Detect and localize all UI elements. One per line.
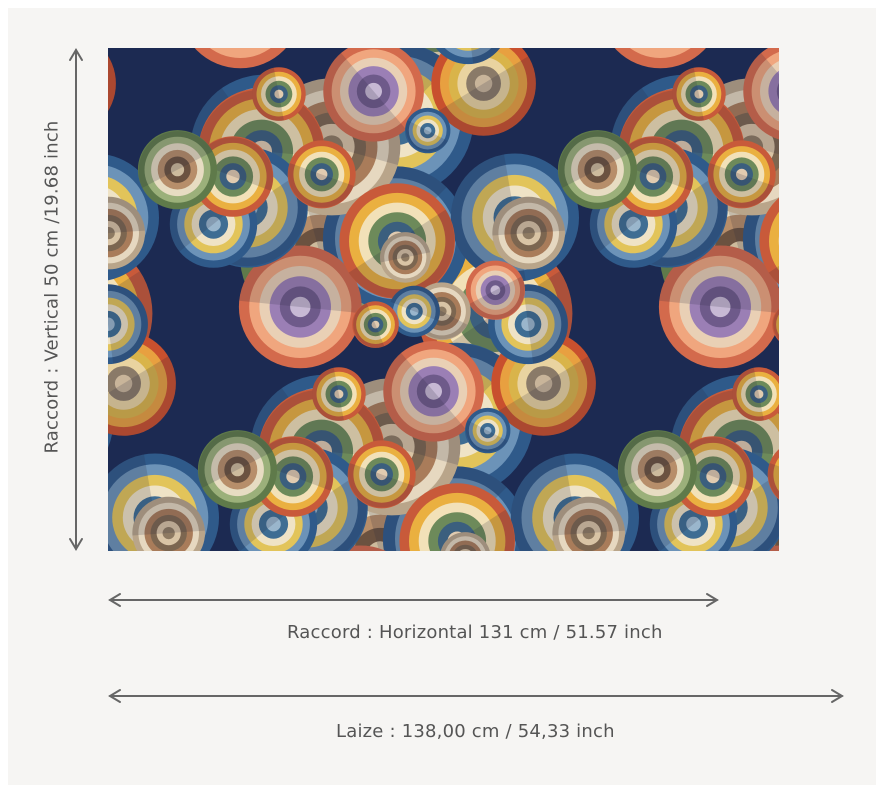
pattern-disc	[614, 48, 706, 69]
pattern-disc	[137, 130, 218, 210]
pattern-disc	[388, 285, 440, 337]
pattern-disc	[352, 301, 399, 348]
pattern-disc	[383, 341, 484, 442]
pattern-disc	[108, 196, 145, 270]
pattern-disc	[772, 308, 779, 342]
pattern-disc	[743, 48, 779, 140]
pattern-disc	[132, 496, 205, 551]
pattern-disc	[435, 48, 501, 65]
pattern-disc	[707, 140, 776, 209]
pattern-disc	[252, 67, 306, 121]
pattern-disc	[492, 196, 565, 270]
pattern-disc	[194, 48, 286, 69]
pattern-disc	[312, 367, 366, 421]
pattern-disc	[440, 532, 490, 551]
pattern-disc	[672, 436, 754, 517]
pattern-disc	[108, 55, 116, 112]
pattern-image	[108, 48, 779, 551]
pattern-disc	[672, 67, 726, 121]
pattern-disc	[658, 245, 779, 369]
pattern-disc	[287, 140, 356, 209]
pattern-disc	[557, 130, 638, 210]
pattern-disc	[405, 107, 451, 154]
pattern-disc	[379, 232, 431, 283]
pattern-disc	[347, 440, 416, 509]
horizontal-repeat-arrow	[108, 593, 719, 607]
width-arrow	[108, 689, 844, 703]
pattern-disc	[252, 436, 334, 517]
pattern-disc	[488, 284, 568, 365]
pattern-disc	[431, 48, 536, 136]
width-label: Laize : 138,00 cm / 54,33 inch	[336, 721, 615, 742]
pattern-disc	[759, 197, 779, 285]
pattern-disc	[552, 496, 625, 551]
horizontal-repeat-label: Raccord : Horizontal 131 cm / 51.57 inch	[287, 622, 663, 643]
pattern-disc	[108, 284, 148, 365]
pattern-disc	[465, 260, 525, 320]
fabric-pattern-sample	[108, 48, 779, 551]
pattern-disc	[767, 449, 779, 500]
pattern-disc	[197, 430, 278, 510]
vertical-repeat-label: Raccord : Vertical 50 cm /19.68 inch	[41, 120, 63, 454]
pattern-disc	[617, 430, 698, 510]
pattern-disc	[732, 367, 779, 421]
pattern-disc	[323, 48, 424, 142]
vertical-repeat-arrow	[69, 48, 83, 551]
pattern-disc	[465, 407, 511, 454]
